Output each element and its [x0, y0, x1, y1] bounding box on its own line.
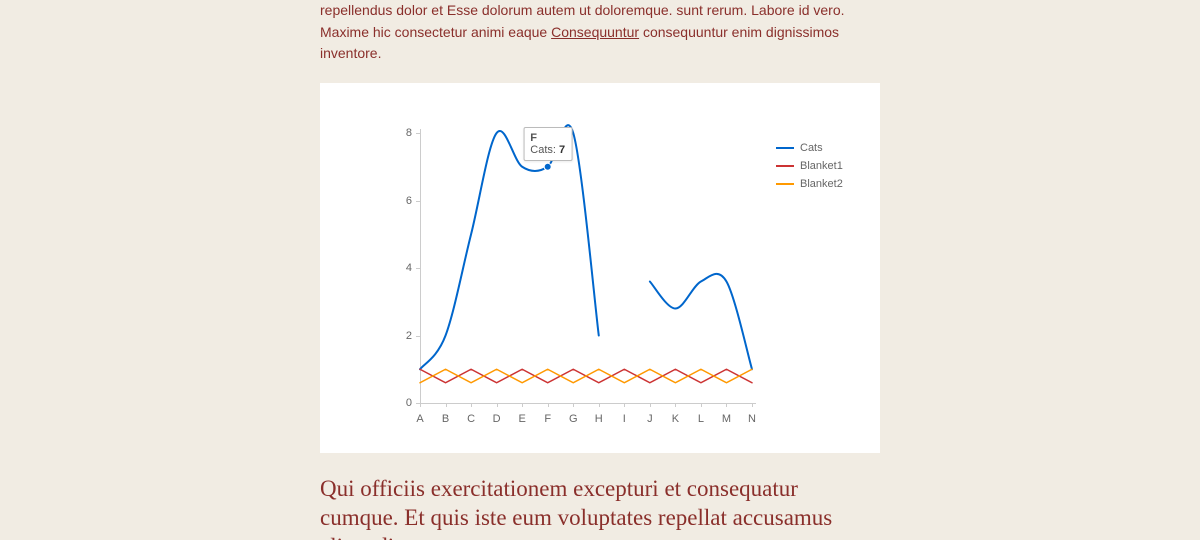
- legend-swatch-icon: [776, 183, 794, 185]
- series-line-cats[interactable]: [650, 274, 752, 369]
- legend-item-cats[interactable]: Cats: [776, 139, 866, 157]
- legend-label: Cats: [800, 142, 823, 154]
- legend-item-blanket1[interactable]: Blanket1: [776, 157, 866, 175]
- series-line-cats[interactable]: [420, 125, 599, 369]
- line-chart[interactable]: 02468ABCDEFGHIJKLMNFCats: 7CatsBlanket1B…: [320, 83, 880, 453]
- intro-paragraph: repellendus dolor et Esse dolorum autem …: [320, 0, 880, 65]
- legend-label: Blanket1: [800, 160, 843, 172]
- legend-swatch-icon: [776, 147, 794, 149]
- series-line-blanket2[interactable]: [420, 369, 752, 383]
- section-heading: Qui officiis exercitationem excepturi et…: [320, 475, 880, 540]
- tooltip-x-label: F: [530, 132, 565, 144]
- hover-marker: [544, 163, 551, 170]
- tooltip-series-row: Cats: 7: [530, 144, 565, 156]
- chart-tooltip: FCats: 7: [523, 127, 572, 161]
- chart-legend: Cats Blanket1 Blanket2: [776, 139, 866, 193]
- paragraph-link[interactable]: Consequuntur: [551, 24, 639, 40]
- legend-label: Blanket2: [800, 178, 843, 190]
- legend-swatch-icon: [776, 165, 794, 167]
- legend-item-blanket2[interactable]: Blanket2: [776, 175, 866, 193]
